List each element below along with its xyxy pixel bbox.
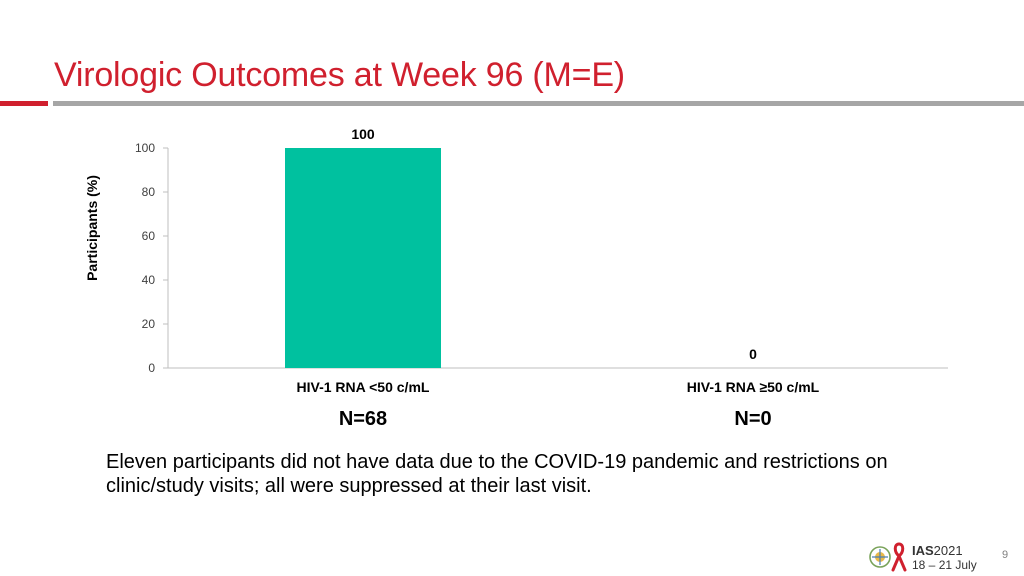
n-label-group-2: N=0 [734,408,772,430]
y-tick-label: 80 [142,185,156,199]
y-tick-label: 100 [135,141,155,155]
n-label-group-1: N=68 [338,408,388,430]
y-axis-title: Participants (%) [84,175,100,281]
title-divider-rule [53,101,1024,106]
bar-1 [285,148,441,368]
category-label-2: HIV-1 RNA ≥50 c/mL [687,379,820,395]
category-label-1: HIV-1 RNA <50 c/mL [297,379,430,395]
ias-globe-icon [869,546,891,568]
y-tick-label: 0 [148,361,155,375]
y-tick-label: 20 [142,317,156,331]
y-tick-label: 40 [142,273,156,287]
page-number: 9 [1002,549,1009,561]
footnote: Eleven participants did not have data du… [106,451,888,497]
ias-2021-logo [869,542,907,572]
ias-brand: IAS [912,543,934,558]
data-label-1: 100 [351,126,375,142]
slide-title: Virologic Outcomes at Week 96 (M=E) [54,56,625,94]
title-accent-rule [0,101,48,106]
data-label-2: 0 [749,346,757,362]
red-ribbon-icon [891,542,907,572]
ias-dates: 18 – 21 July [912,558,977,572]
y-tick-label: 60 [142,229,156,243]
bar-chart: 0 20 40 60 80 100 Participants (%) 100 HIV-1 RNA… [84,126,948,395]
ias-year: 2021 [933,543,963,558]
ias-logo-text: IAS2021 18 – 21 July [912,544,977,572]
